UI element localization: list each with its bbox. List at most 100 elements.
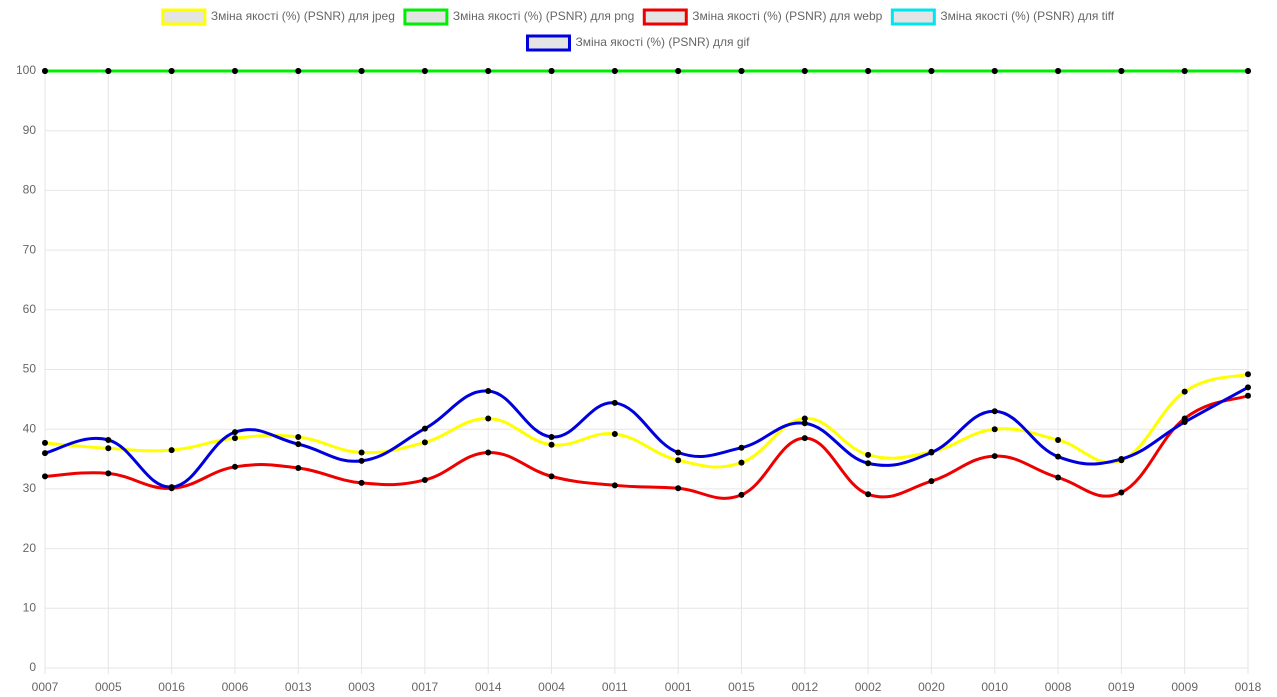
data-point	[485, 415, 492, 422]
x-tick-label: 0002	[855, 680, 882, 694]
data-point	[358, 68, 365, 74]
y-tick-label: 10	[23, 600, 37, 614]
legend-label: Зміна якості (%) (PSNR) для jpeg	[211, 9, 395, 23]
x-tick-label: 0008	[1045, 680, 1072, 694]
data-point	[865, 460, 872, 467]
y-tick-label: 0	[29, 660, 36, 674]
data-point	[865, 68, 872, 74]
data-point	[738, 444, 745, 451]
data-point	[42, 439, 48, 446]
data-point	[738, 491, 745, 498]
data-point	[1118, 456, 1125, 463]
legend-swatch	[525, 34, 571, 52]
data-point	[1055, 436, 1062, 443]
data-point	[1181, 68, 1188, 74]
data-point	[738, 459, 745, 466]
data-point	[548, 68, 555, 74]
x-tick-label: 0007	[32, 680, 59, 694]
legend-label: Зміна якості (%) (PSNR) для tiff	[940, 9, 1114, 23]
legend-label: Зміна якості (%) (PSNR) для webp	[692, 9, 882, 23]
legend-label: Зміна якості (%) (PSNR) для gif	[575, 35, 750, 49]
data-point	[485, 68, 492, 74]
x-tick-label: 0016	[158, 680, 185, 694]
x-tick-label: 0019	[1108, 680, 1135, 694]
data-point	[231, 463, 238, 470]
data-point	[295, 68, 302, 74]
data-point	[928, 68, 935, 74]
x-tick-label: 0017	[412, 680, 439, 694]
data-point	[231, 68, 238, 74]
legend-swatch	[642, 8, 688, 26]
x-tick-label: 0005	[95, 680, 122, 694]
x-tick-label: 0006	[222, 680, 249, 694]
data-point	[611, 482, 618, 489]
data-point	[485, 387, 492, 394]
data-point	[168, 447, 175, 454]
data-point	[738, 68, 745, 74]
data-point	[358, 479, 365, 486]
data-point	[231, 435, 238, 442]
data-point	[675, 457, 682, 464]
data-point	[865, 491, 872, 498]
x-tick-label: 0012	[791, 680, 818, 694]
data-point	[928, 478, 935, 485]
y-tick-label: 100	[16, 63, 36, 77]
data-point	[611, 430, 618, 437]
x-tick-label: 0003	[348, 680, 375, 694]
data-point	[358, 449, 365, 456]
data-point	[1055, 453, 1062, 460]
data-point	[105, 445, 112, 452]
data-point	[991, 453, 998, 460]
legend-swatch	[890, 8, 936, 26]
data-point	[168, 484, 175, 491]
legend-label: Зміна якості (%) (PSNR) для png	[453, 9, 634, 23]
legend-swatch	[161, 8, 207, 26]
data-point	[991, 426, 998, 433]
data-point	[928, 449, 935, 456]
data-point	[801, 68, 808, 74]
data-point	[105, 68, 112, 74]
y-tick-label: 20	[23, 541, 37, 555]
data-point	[548, 433, 555, 440]
x-tick-label: 0013	[285, 680, 312, 694]
data-point	[801, 415, 808, 422]
series-line	[44, 372, 1249, 469]
x-tick-label: 0009	[1171, 680, 1198, 694]
data-point	[105, 470, 112, 477]
x-tick-label: 0001	[665, 680, 692, 694]
data-point	[675, 68, 682, 74]
data-point	[231, 429, 238, 436]
data-point	[675, 449, 682, 456]
data-point	[1245, 68, 1251, 74]
data-point	[105, 436, 112, 443]
y-tick-label: 30	[23, 481, 37, 495]
data-point	[1055, 474, 1062, 481]
data-point	[1181, 388, 1188, 395]
data-point	[865, 451, 872, 458]
data-point	[421, 425, 428, 432]
y-tick-label: 40	[23, 421, 37, 435]
x-tick-label: 0014	[475, 680, 502, 694]
x-tick-label: 0018	[1235, 680, 1262, 694]
data-point	[358, 457, 365, 464]
data-point	[611, 399, 618, 406]
x-tick-label: 0020	[918, 680, 945, 694]
data-point	[421, 68, 428, 74]
data-point	[801, 420, 808, 427]
x-tick-label: 0004	[538, 680, 565, 694]
x-tick-label: 0010	[981, 680, 1008, 694]
data-point	[485, 449, 492, 456]
y-tick-label: 90	[23, 123, 37, 137]
data-point	[548, 441, 555, 448]
data-point	[295, 465, 302, 472]
data-point	[611, 68, 618, 74]
data-point	[1245, 384, 1251, 391]
data-point	[1181, 419, 1188, 426]
data-point	[295, 441, 302, 448]
data-point	[991, 68, 998, 74]
data-point	[421, 476, 428, 483]
data-point	[1245, 392, 1251, 399]
data-point	[421, 439, 428, 446]
data-point	[1118, 489, 1125, 496]
